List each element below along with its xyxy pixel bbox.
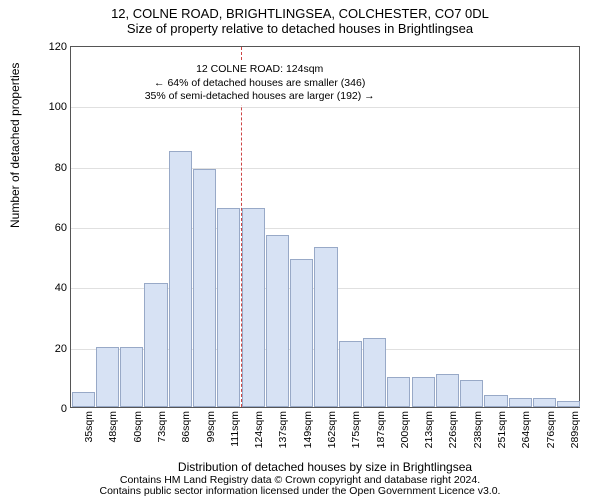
histogram-bar bbox=[242, 208, 265, 407]
y-tick-label: 60 bbox=[55, 222, 67, 234]
histogram-bar bbox=[436, 374, 459, 407]
histogram-bar bbox=[484, 395, 507, 407]
x-tick-label: 149sqm bbox=[302, 411, 314, 448]
x-tick-label: 226sqm bbox=[447, 411, 459, 448]
x-tick-label: 213sqm bbox=[423, 411, 435, 448]
histogram-bar bbox=[460, 380, 483, 407]
histogram-bar bbox=[120, 347, 143, 407]
x-tick-label: 289sqm bbox=[569, 411, 581, 448]
x-tick-label: 238sqm bbox=[472, 411, 484, 448]
plot-area: 12 COLNE ROAD: 124sqm← 64% of detached h… bbox=[70, 46, 580, 408]
x-tick-label: 48sqm bbox=[107, 411, 119, 443]
histogram-bar bbox=[412, 377, 435, 407]
x-tick-label: 175sqm bbox=[350, 411, 362, 448]
histogram-bar bbox=[557, 401, 580, 407]
x-axis-label: Distribution of detached houses by size … bbox=[70, 460, 580, 474]
y-tick-label: 0 bbox=[61, 403, 67, 415]
histogram-bar bbox=[509, 398, 532, 407]
x-tick-label: 251sqm bbox=[496, 411, 508, 448]
x-tick-label: 264sqm bbox=[520, 411, 532, 448]
x-tick-label: 137sqm bbox=[277, 411, 289, 448]
chart-title: 12, COLNE ROAD, BRIGHTLINGSEA, COLCHESTE… bbox=[0, 0, 600, 21]
histogram-bar bbox=[266, 235, 289, 407]
footer-line-2: Contains public sector information licen… bbox=[0, 486, 600, 498]
x-tick-label: 162sqm bbox=[326, 411, 338, 448]
histogram-bar bbox=[339, 341, 362, 407]
y-tick-label: 100 bbox=[49, 101, 67, 113]
x-tick-label: 73sqm bbox=[156, 411, 168, 443]
footer: Contains HM Land Registry data © Crown c… bbox=[0, 475, 600, 498]
x-tick-label: 276sqm bbox=[545, 411, 557, 448]
annotation-box: 12 COLNE ROAD: 124sqm← 64% of detached h… bbox=[141, 61, 379, 104]
histogram-bar bbox=[217, 208, 240, 407]
annotation-line: 12 COLNE ROAD: 124sqm bbox=[145, 63, 375, 76]
x-tick-label: 86sqm bbox=[180, 411, 192, 443]
annotation-line: 35% of semi-detached houses are larger (… bbox=[145, 90, 375, 103]
x-tick-label: 60sqm bbox=[132, 411, 144, 443]
y-tick-label: 20 bbox=[55, 343, 67, 355]
y-tick-label: 80 bbox=[55, 162, 67, 174]
histogram-bar bbox=[96, 347, 119, 407]
y-axis-label: Number of detached properties bbox=[8, 63, 22, 228]
x-tick-label: 187sqm bbox=[375, 411, 387, 448]
x-tick-label: 111sqm bbox=[229, 411, 241, 447]
x-tick-label: 35sqm bbox=[83, 411, 95, 443]
x-tick-label: 200sqm bbox=[399, 411, 411, 448]
y-tick-label: 120 bbox=[49, 41, 67, 53]
histogram-bar bbox=[387, 377, 410, 407]
chart-subtitle: Size of property relative to detached ho… bbox=[0, 21, 600, 36]
chart-figure: 12, COLNE ROAD, BRIGHTLINGSEA, COLCHESTE… bbox=[0, 0, 600, 500]
histogram-bar bbox=[72, 392, 95, 407]
y-tick-label: 40 bbox=[55, 282, 67, 294]
histogram-bar bbox=[290, 259, 313, 407]
x-tick-label: 99sqm bbox=[205, 411, 217, 443]
annotation-line: ← 64% of detached houses are smaller (34… bbox=[145, 77, 375, 90]
histogram-bar bbox=[314, 247, 337, 407]
histogram-bar bbox=[533, 398, 556, 407]
x-tick-label: 124sqm bbox=[253, 411, 265, 448]
histogram-bar bbox=[363, 338, 386, 407]
histogram-bar bbox=[193, 169, 216, 407]
histogram-bar bbox=[144, 283, 167, 407]
histogram-bar bbox=[169, 151, 192, 407]
